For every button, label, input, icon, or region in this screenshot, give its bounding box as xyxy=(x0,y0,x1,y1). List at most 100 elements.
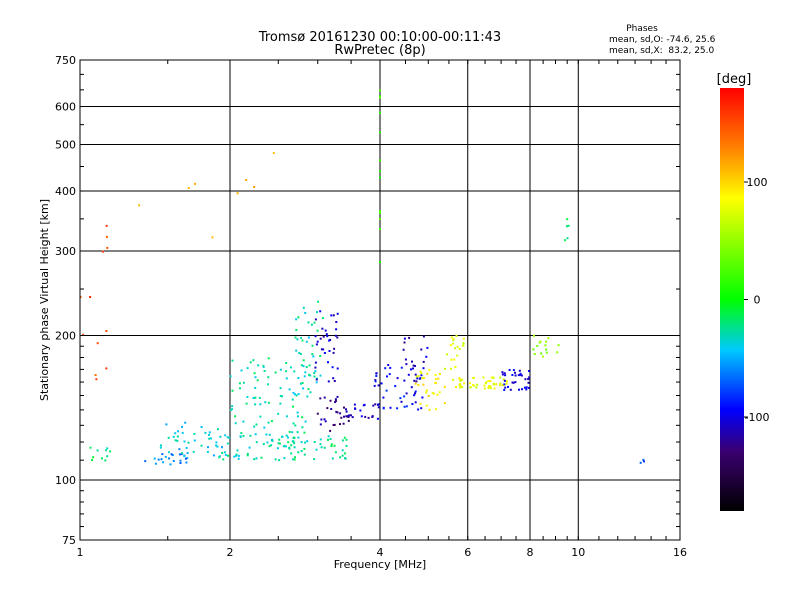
data-point xyxy=(181,452,184,455)
data-point xyxy=(277,442,280,445)
data-point xyxy=(178,448,181,451)
data-point xyxy=(459,379,462,382)
data-point xyxy=(315,378,318,381)
data-point xyxy=(253,186,256,188)
data-point xyxy=(138,204,141,207)
data-point xyxy=(236,449,239,452)
data-point xyxy=(312,355,315,358)
data-point xyxy=(296,411,299,414)
data-point xyxy=(259,415,262,418)
data-point xyxy=(450,358,453,361)
data-point xyxy=(266,441,269,444)
colorbar-tick-label: -100 xyxy=(745,411,770,424)
data-point xyxy=(105,449,108,452)
data-point xyxy=(323,352,326,354)
data-point xyxy=(162,461,165,464)
data-point xyxy=(256,379,259,382)
data-point xyxy=(527,381,530,384)
colorbar-label: [deg] xyxy=(717,72,752,87)
data-point xyxy=(501,371,504,374)
data-point xyxy=(192,450,195,453)
data-point xyxy=(288,446,291,449)
data-point xyxy=(329,438,332,440)
data-point xyxy=(385,389,388,392)
colorbar-ticks: 100 0 -100 xyxy=(744,176,769,424)
data-point xyxy=(461,386,464,388)
data-point xyxy=(257,364,260,367)
data-point xyxy=(319,355,322,357)
data-point xyxy=(249,361,252,364)
data-point xyxy=(101,457,103,460)
data-point xyxy=(287,436,289,439)
data-point xyxy=(293,446,296,449)
data-point xyxy=(413,379,416,382)
x-tick-labels: 1 2 4 6 8 10 16 xyxy=(77,546,688,559)
data-point xyxy=(169,463,172,466)
data-point xyxy=(566,225,568,228)
data-point xyxy=(95,378,98,381)
data-point xyxy=(267,383,270,386)
data-point xyxy=(380,382,383,385)
data-point xyxy=(319,443,322,446)
data-point xyxy=(295,394,298,397)
data-point xyxy=(294,393,296,396)
data-point xyxy=(511,374,514,376)
data-point xyxy=(299,353,302,355)
data-point xyxy=(373,384,376,387)
data-point xyxy=(348,414,351,417)
data-point xyxy=(314,366,317,369)
data-point xyxy=(567,224,570,227)
data-point xyxy=(255,441,258,444)
data-point xyxy=(520,374,523,377)
data-point xyxy=(499,376,502,379)
data-point xyxy=(303,431,306,434)
data-point xyxy=(341,449,344,452)
data-point xyxy=(407,373,410,376)
data-point xyxy=(313,458,316,461)
data-point xyxy=(154,462,157,465)
data-point xyxy=(472,383,474,386)
data-point xyxy=(242,381,245,384)
data-point xyxy=(488,386,491,389)
data-point xyxy=(642,458,645,461)
data-point xyxy=(414,365,416,367)
y-tick-label: 750 xyxy=(55,54,76,67)
data-point xyxy=(335,321,338,323)
data-point xyxy=(264,401,267,404)
data-point xyxy=(419,370,422,373)
data-point xyxy=(472,377,475,380)
data-point xyxy=(343,406,345,409)
data-point xyxy=(285,362,288,364)
data-point xyxy=(216,445,219,448)
data-point xyxy=(231,359,234,362)
data-point xyxy=(443,402,446,405)
data-point xyxy=(387,364,390,366)
data-point xyxy=(187,441,190,444)
data-point xyxy=(252,397,255,399)
data-point xyxy=(267,376,270,379)
data-point xyxy=(316,412,319,415)
data-point xyxy=(210,437,212,440)
data-point xyxy=(458,384,461,387)
data-point xyxy=(106,447,109,450)
data-point xyxy=(276,447,279,450)
y-tick-label: 500 xyxy=(55,139,76,152)
data-point xyxy=(320,446,323,449)
data-point xyxy=(249,434,252,437)
data-point xyxy=(347,419,350,422)
data-point xyxy=(384,367,387,370)
data-point xyxy=(292,440,295,443)
data-point xyxy=(501,384,504,387)
data-point xyxy=(544,344,547,347)
y-tick-label: 400 xyxy=(55,185,76,198)
data-point xyxy=(176,439,179,442)
data-point xyxy=(172,460,175,462)
data-point xyxy=(293,442,296,445)
data-point xyxy=(332,314,335,317)
data-point xyxy=(374,379,377,382)
data-point xyxy=(226,442,229,445)
y-tick-label: 75 xyxy=(62,534,76,547)
data-point xyxy=(330,408,333,410)
data-point xyxy=(420,407,423,410)
data-point xyxy=(518,388,520,391)
